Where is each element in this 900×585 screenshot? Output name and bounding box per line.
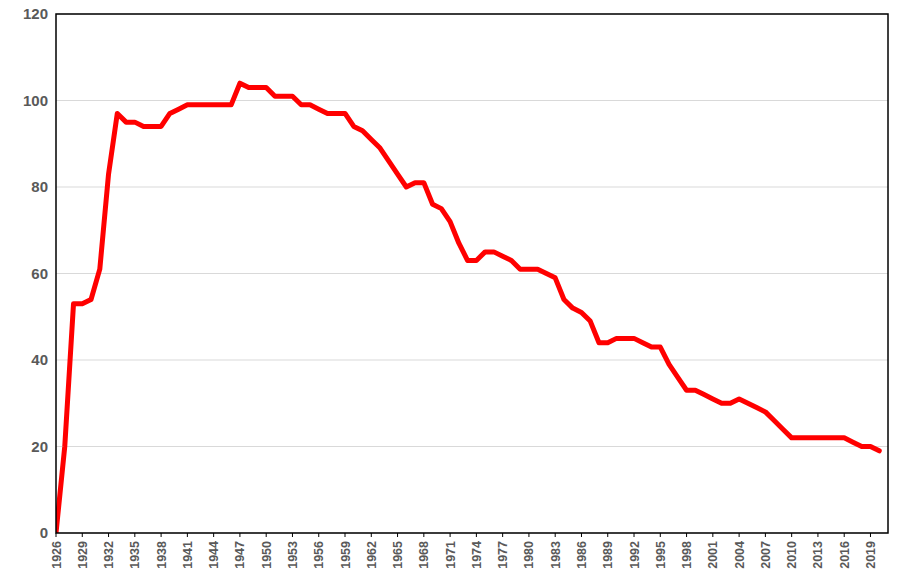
y-tick-label: 40 bbox=[31, 351, 48, 368]
x-tick-label: 1938 bbox=[155, 541, 169, 569]
x-tick-label: 2016 bbox=[838, 541, 852, 569]
grid bbox=[56, 14, 888, 533]
y-tick-label: 0 bbox=[40, 524, 48, 541]
grid-line bbox=[56, 273, 888, 274]
y-tick-label: 100 bbox=[23, 92, 48, 109]
x-tick-label: 1962 bbox=[365, 541, 379, 569]
data-line bbox=[56, 83, 879, 533]
y-tick-label: 120 bbox=[23, 5, 48, 22]
x-tick-label: 1953 bbox=[286, 541, 300, 569]
x-tick-label: 2013 bbox=[811, 541, 825, 569]
x-tick-label: 1968 bbox=[417, 541, 431, 569]
x-tick-label: 1947 bbox=[233, 541, 247, 569]
x-tick-label: 1980 bbox=[522, 541, 536, 569]
x-tick-label: 1926 bbox=[50, 541, 64, 569]
plot-frame bbox=[56, 14, 888, 533]
x-tick-label: 1941 bbox=[181, 541, 195, 569]
grid-line bbox=[56, 360, 888, 361]
x-tick-label: 1977 bbox=[496, 541, 510, 569]
x-tick-label: 1989 bbox=[601, 541, 615, 569]
x-tick-label: 1956 bbox=[312, 541, 326, 569]
x-tick-label: 1971 bbox=[444, 541, 458, 569]
x-tick-label: 2019 bbox=[864, 541, 878, 569]
x-tick-label: 1983 bbox=[549, 541, 563, 569]
x-tick-label: 1950 bbox=[260, 541, 274, 569]
x-tick-label: 1935 bbox=[128, 541, 142, 569]
x-tick-label: 1932 bbox=[102, 541, 116, 569]
x-tick-label: 2001 bbox=[706, 541, 720, 569]
x-tick-label: 1974 bbox=[470, 541, 484, 569]
y-tick-label: 20 bbox=[31, 438, 48, 455]
x-tick-label: 2007 bbox=[759, 541, 773, 569]
plot-area bbox=[56, 83, 879, 533]
x-tick-label: 1986 bbox=[575, 541, 589, 569]
x-tick-label: 1929 bbox=[76, 541, 90, 569]
x-tick-label: 1965 bbox=[391, 541, 405, 569]
y-tick-label: 60 bbox=[31, 265, 48, 282]
x-tick-label: 1944 bbox=[207, 541, 221, 569]
x-tick-label: 1995 bbox=[654, 541, 668, 569]
x-tick-label: 1992 bbox=[628, 541, 642, 569]
x-tick-label: 2010 bbox=[785, 541, 799, 569]
x-tick-label: 1959 bbox=[339, 541, 353, 569]
x-tick-label: 2004 bbox=[733, 541, 747, 569]
chart-svg: 0 20 40 60 80 100 120 1926 1929 1932 1935 1938 1941 1… bbox=[0, 0, 900, 585]
chart-container: 0 20 40 60 80 100 120 1926 1929 1932 1935 1938 1941 1… bbox=[0, 0, 900, 585]
x-tick-label: 1998 bbox=[680, 541, 694, 569]
grid-line bbox=[56, 187, 888, 188]
grid-line bbox=[56, 446, 888, 447]
y-tick-label: 80 bbox=[31, 178, 48, 195]
grid-line bbox=[56, 100, 888, 101]
